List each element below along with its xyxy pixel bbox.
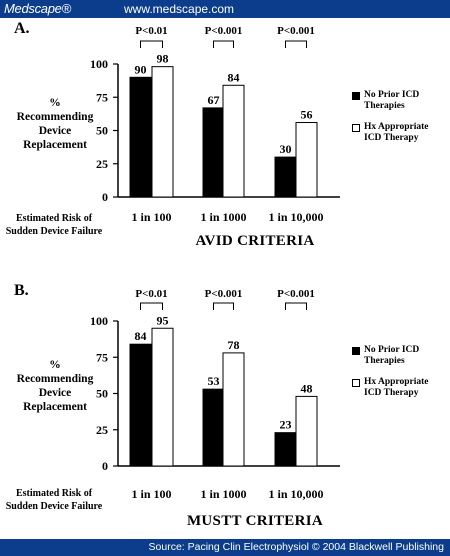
legend-text: ICD Therapy [364,133,419,143]
legend-swatch-white [352,379,360,387]
xlabel-line: Estimated Risk of [15,488,93,499]
bar [274,156,297,198]
ylabel-line: Recommending [16,111,94,123]
ylabel-line: Recommending [16,373,94,385]
ylabel-line: Replacement [23,401,87,413]
significance-label: P<0.001 [205,288,243,300]
footer-bar: Source: Pacing Clin Electrophysiol © 200… [0,539,450,556]
significance-bracket [213,40,234,48]
ylabel-line: Device [38,387,72,399]
y-tick-label: 0 [102,190,108,204]
bar [151,66,174,198]
bar-value-label: 90 [135,62,147,76]
legend-text: No Prior ICD [364,90,420,100]
panel-b-letter: B. [14,282,29,299]
bar-value-label: 23 [280,418,292,432]
site-url: www.medscape.com [124,2,235,16]
significance-bracket [140,40,163,48]
y-tick-label: 100 [90,57,108,71]
significance-bracket [213,302,234,310]
xlabel-line: Sudden Device Failure [5,501,103,512]
y-tick-label: 75 [96,90,108,104]
y-tick-label: 25 [96,157,108,171]
legend-text: ICD Therapy [364,388,419,398]
y-tick-label: 50 [96,387,108,401]
panel-b-xlabel: Estimated Risk of Sudden Device Failure [0,487,108,513]
x-category-label: 1 in 100 [131,210,171,224]
legend-text: Hx Appropriate [364,377,429,387]
bar-value-label: 56 [301,108,313,122]
y-tick-label: 100 [90,314,108,328]
xlabel-line: Sudden Device Failure [5,226,103,237]
legend-text: Therapies [364,101,405,111]
brand-logo: Medscape® [4,1,71,16]
panel-a-letter: A. [14,20,30,37]
y-tick-label: 25 [96,423,108,437]
x-category-label: 1 in 100 [131,487,171,501]
xlabel-line: Estimated Risk of [15,213,93,224]
ylabel-line: Device [38,125,72,137]
source-credit: Source: Pacing Clin Electrophysiol © 200… [148,541,444,553]
bar-value-label: 67 [208,93,220,107]
legend-text: No Prior ICD [364,345,420,355]
bar [222,352,245,467]
header-bar: Medscape® www.medscape.com [0,0,450,18]
x-category-label: 1 in 1000 [200,210,246,224]
x-category-label: 1 in 10,000 [268,487,323,501]
significance-label: P<0.001 [277,25,315,37]
significance-label: P<0.01 [135,25,167,37]
ylabel-line: % [49,359,61,371]
y-tick-label: 50 [96,124,108,138]
x-category-label: 1 in 1000 [200,487,246,501]
panel-b-ylabel: % Recommending Device Replacement [0,358,110,414]
legend-swatch-black [352,347,360,355]
legend-swatch-black [352,92,360,100]
bar [295,395,318,467]
x-category-label: 1 in 10,000 [268,210,323,224]
bar [202,388,225,467]
bar-value-label: 53 [208,374,220,388]
bar [274,432,297,467]
ylabel-line: Replacement [23,139,87,151]
bar [151,327,174,467]
significance-label: P<0.01 [135,288,167,300]
bar-value-label: 48 [301,381,313,395]
significance-label: P<0.001 [205,25,243,37]
significance-bracket [285,302,307,310]
bar [295,122,318,198]
y-tick-label: 0 [102,459,108,473]
legend-text: Therapies [364,356,405,366]
panel-b-title: MUSTT CRITERIA [186,513,324,529]
bar [129,343,152,467]
significance-label: P<0.001 [277,288,315,300]
bar-value-label: 98 [157,52,169,66]
bar-value-label: 78 [228,338,240,352]
bar-value-label: 84 [228,70,240,84]
bar [202,107,225,198]
panel-a-xlabel: Estimated Risk of Sudden Device Failure [0,212,108,238]
bar-value-label: 30 [280,142,292,156]
bar-value-label: 84 [135,329,147,343]
y-tick-label: 75 [96,350,108,364]
legend-text: Hx Appropriate [364,122,429,132]
bar-value-label: 95 [157,313,169,327]
significance-bracket [285,40,307,48]
legend-swatch-white [352,124,360,132]
bar [129,76,152,198]
ylabel-line: % [49,97,61,109]
panel-a-ylabel: % Recommending Device Replacement [0,96,110,152]
panel-a-title: AVID CRITERIA [195,233,315,249]
significance-bracket [140,302,163,310]
bar [222,84,245,198]
